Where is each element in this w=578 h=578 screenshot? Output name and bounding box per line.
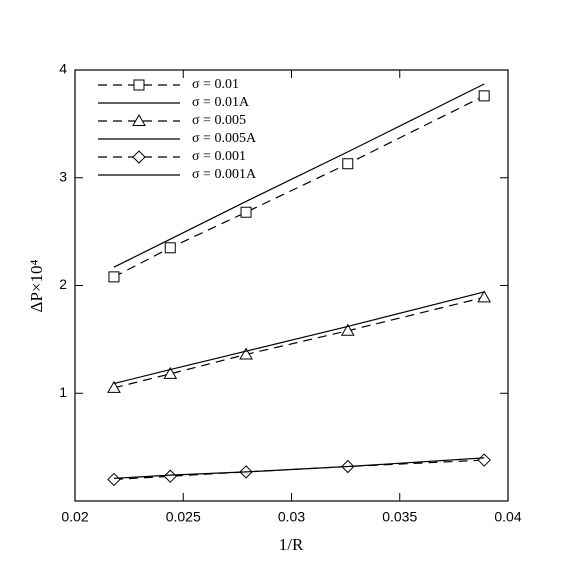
marker <box>164 242 176 254</box>
marker <box>477 290 492 303</box>
marker <box>163 366 178 379</box>
legend-marker <box>133 79 145 91</box>
legend-label: σ = 0.005A <box>192 131 257 146</box>
marker <box>340 323 355 336</box>
legend-marker <box>132 150 146 164</box>
series-line <box>113 459 485 481</box>
marker <box>478 90 490 102</box>
x-tick-label: 0.04 <box>494 509 521 525</box>
marker <box>107 380 121 393</box>
y-axis-title: ΔP×10⁴ <box>27 259 46 312</box>
y-tick-label: 4 <box>59 61 67 77</box>
marker <box>240 206 252 218</box>
marker <box>477 453 491 467</box>
series-line <box>113 457 485 479</box>
marker <box>108 271 120 283</box>
legend-label: σ = 0.005 <box>192 113 246 128</box>
x-tick-label: 0.02 <box>61 509 88 525</box>
y-tick-label: 1 <box>59 384 67 400</box>
x-tick-label: 0.03 <box>278 509 305 525</box>
x-tick-label: 0.025 <box>166 509 201 525</box>
x-tick-label: 0.035 <box>382 509 417 525</box>
legend-label: σ = 0.01 <box>192 77 239 92</box>
legend-label: σ = 0.01A <box>192 95 250 110</box>
marker <box>239 347 253 360</box>
series-line <box>113 83 485 268</box>
marker <box>107 472 121 487</box>
legend-label: σ = 0.001 <box>192 149 246 164</box>
y-tick-label: 2 <box>59 276 67 292</box>
x-axis-title: 1/R <box>279 535 304 554</box>
marker <box>342 158 354 170</box>
legend-label: σ = 0.001A <box>192 167 257 182</box>
y-tick-label: 3 <box>59 168 67 184</box>
plot-frame <box>74 69 509 502</box>
marker <box>163 469 177 483</box>
legend-marker <box>132 113 146 126</box>
series-line <box>113 291 485 385</box>
